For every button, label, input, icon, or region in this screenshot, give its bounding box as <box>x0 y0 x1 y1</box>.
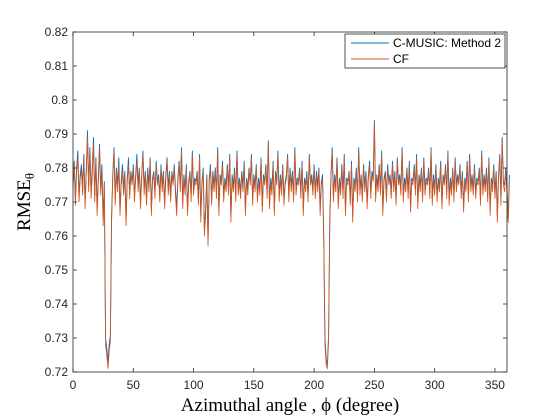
legend-label-c-music: C-MUSIC: Method 2 <box>393 36 501 50</box>
y-tick-label: 0.8 <box>51 93 68 107</box>
x-tick-label: 100 <box>184 378 204 392</box>
y-tick-label: 0.72 <box>45 365 69 379</box>
x-tick-label: 200 <box>304 378 324 392</box>
x-axis-label: Azimuthal angle , ϕ (degree) <box>181 395 399 416</box>
y-axis-label-base: RMSE <box>14 179 35 231</box>
legend-box <box>344 33 506 69</box>
y-tick-label: 0.76 <box>45 229 69 243</box>
x-axis: 0 50 100 150 200 250 300 350 <box>70 32 505 392</box>
y-tick-label: 0.73 <box>45 331 69 345</box>
x-tick-label: 50 <box>127 378 141 392</box>
y-tick-label: 0.74 <box>45 297 69 311</box>
y-tick-label: 0.82 <box>45 25 69 39</box>
plot-area <box>73 32 507 372</box>
series-line-cf <box>72 123 510 369</box>
y-axis: 0.72 0.73 0.74 0.75 0.76 0.77 0.78 0.79 0.8 0.81 0… <box>45 25 507 379</box>
x-tick-label: 0 <box>70 378 77 392</box>
x-tick-label: 250 <box>364 378 384 392</box>
x-tick-label: 150 <box>244 378 264 392</box>
y-axis-label: RMSEθ <box>14 173 37 231</box>
series-group <box>72 119 510 369</box>
x-tick-label: 300 <box>425 378 445 392</box>
y-tick-label: 0.78 <box>45 161 69 175</box>
y-axis-label-subscript: θ <box>22 173 37 179</box>
x-tick-label: 350 <box>485 378 505 392</box>
y-tick-label: 0.75 <box>45 263 69 277</box>
y-tick-label: 0.79 <box>45 127 69 141</box>
legend-label-cf: CF <box>393 52 409 66</box>
y-tick-label: 0.81 <box>45 59 69 73</box>
y-tick-label: 0.77 <box>45 195 69 209</box>
legend: C-MUSIC: Method 2 CF <box>344 33 506 69</box>
